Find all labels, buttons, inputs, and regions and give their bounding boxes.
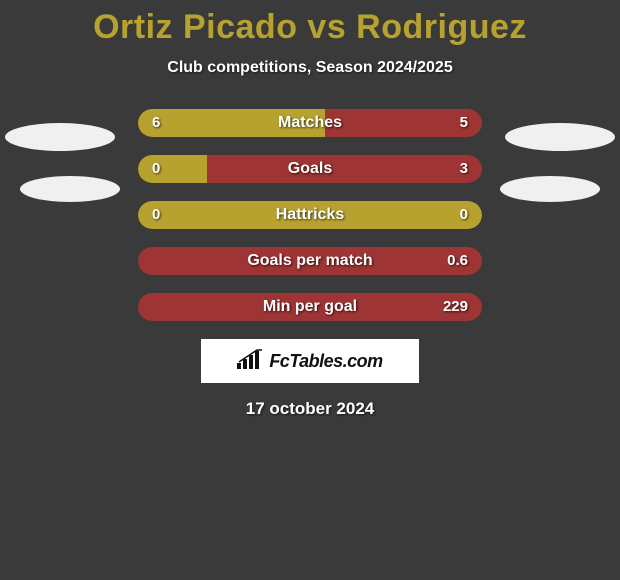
stat-value-right: 3 bbox=[460, 155, 468, 183]
stat-value-right: 229 bbox=[443, 293, 468, 321]
stat-row: 6Matches5 bbox=[138, 109, 482, 137]
player-right-avatar-2 bbox=[500, 176, 600, 202]
stat-label: Matches bbox=[138, 109, 482, 137]
player-right-avatar-1 bbox=[505, 123, 615, 151]
brand-label: FcTables.com bbox=[269, 351, 382, 372]
stats-list: 6Matches50Goals30Hattricks0Goals per mat… bbox=[138, 109, 482, 321]
comparison-card: Ortiz Picado vs Rodriguez Club competiti… bbox=[0, 0, 620, 580]
player-left-avatar-2 bbox=[20, 176, 120, 202]
subtitle: Club competitions, Season 2024/2025 bbox=[0, 59, 620, 77]
bars-icon bbox=[237, 349, 263, 374]
stat-value-right: 5 bbox=[460, 109, 468, 137]
date-label: 17 october 2024 bbox=[0, 399, 620, 419]
stat-row: Min per goal229 bbox=[138, 293, 482, 321]
player-left-avatar-1 bbox=[5, 123, 115, 151]
stat-value-right: 0 bbox=[460, 201, 468, 229]
brand-badge: FcTables.com bbox=[201, 339, 419, 383]
stat-label: Goals per match bbox=[138, 247, 482, 275]
stat-label: Hattricks bbox=[138, 201, 482, 229]
stat-value-right: 0.6 bbox=[447, 247, 468, 275]
stat-row: 0Hattricks0 bbox=[138, 201, 482, 229]
stat-label: Goals bbox=[138, 155, 482, 183]
stat-row: 0Goals3 bbox=[138, 155, 482, 183]
page-title: Ortiz Picado vs Rodriguez bbox=[0, 0, 620, 47]
stat-row: Goals per match0.6 bbox=[138, 247, 482, 275]
stat-label: Min per goal bbox=[138, 293, 482, 321]
